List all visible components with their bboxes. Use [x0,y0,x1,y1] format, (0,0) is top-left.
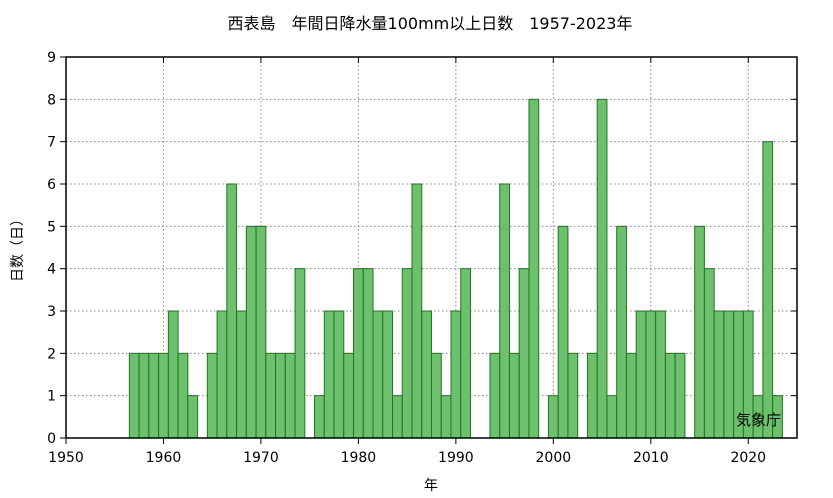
bar-1983 [382,310,394,439]
bar-1985 [401,268,413,439]
y-tick-label: 7 [47,135,56,151]
y-tick-label: 8 [47,92,56,108]
x-axis-label: 年 [424,478,438,494]
bar-1958 [138,352,150,439]
bar-2015 [694,225,705,439]
bars [128,98,783,439]
y-axis-ticks: 0 1 2 3 4 5 6 7 8 9 [47,50,797,447]
bar-2009 [635,310,647,439]
y-tick-label: 9 [47,50,56,66]
y-tick-label: 5 [47,219,56,235]
bar-1978 [333,310,345,439]
bar-1977 [323,310,335,439]
bar-1982 [372,310,384,439]
bar-2022 [762,141,774,439]
bar-2002 [567,352,579,439]
x-tick-label: 1980 [341,450,377,466]
bar-1963 [187,395,199,439]
bar-1995 [499,183,510,439]
bar-1984 [392,395,403,439]
bar-1972 [275,352,286,439]
y-tick-label: 1 [47,389,56,405]
y-tick-label: 2 [47,346,56,362]
bar-1970 [255,225,267,439]
bar-1971 [265,352,277,439]
bar-2007 [616,225,627,439]
bar-1988 [431,352,442,439]
bar-2001 [557,225,569,439]
y-tick-label: 6 [47,177,56,193]
bar-1976 [314,395,325,439]
bar-1973 [284,352,296,439]
y-tick-label: 4 [47,262,56,278]
bar-1987 [421,310,432,439]
x-tick-label: 1950 [48,450,84,466]
x-tick-label: 2010 [633,450,669,466]
bar-1994 [489,352,501,439]
bar-1966 [216,310,228,439]
bar-1962 [177,352,189,439]
bar-1990 [450,310,462,439]
x-tick-label: 1970 [243,450,279,466]
bar-1960 [158,352,169,439]
x-axis-ticks: 1950 1960 1970 1980 1990 2000 2010 2020 [48,57,766,466]
chart-title: 西表島 年間日降水量100mm以上日数 1957-2023年 [228,14,633,33]
bar-2006 [606,395,618,439]
bar-1967 [226,183,238,439]
bar-1974 [294,268,306,439]
bar-1968 [236,310,247,439]
bar-2004 [586,352,598,439]
credit-label: 気象庁 [736,411,781,429]
bar-2000 [547,395,559,439]
x-tick-label: 2000 [536,450,572,466]
bar-1996 [508,352,520,439]
bar-1961 [167,310,179,439]
bar-2005 [596,98,608,439]
bar-2017 [713,310,725,439]
bar-1957 [128,352,140,439]
bar-1997 [518,268,530,439]
y-tick-label: 3 [47,304,56,320]
bar-1969 [245,225,257,439]
bar-1965 [206,352,218,439]
bar-2012 [664,352,676,439]
x-tick-label: 2020 [730,450,766,466]
bar-1986 [411,183,423,439]
bar-1979 [343,352,355,439]
y-axis-label: 日数（日） [10,212,26,282]
y-tick-label: 0 [47,431,56,447]
bar-2008 [625,352,637,439]
bar-2013 [674,352,686,439]
bar-2016 [703,268,715,439]
bar-2010 [645,310,657,439]
x-tick-label: 1960 [146,450,182,466]
bar-1980 [353,268,364,439]
bar-1998 [528,98,540,439]
bar-1991 [460,268,471,439]
bar-2011 [655,310,666,439]
bar-1981 [362,268,374,439]
bar-2018 [723,310,735,439]
bar-1959 [148,352,160,439]
plot-frame [65,56,798,439]
x-tick-label: 1990 [438,450,474,466]
bar-1989 [440,395,452,439]
